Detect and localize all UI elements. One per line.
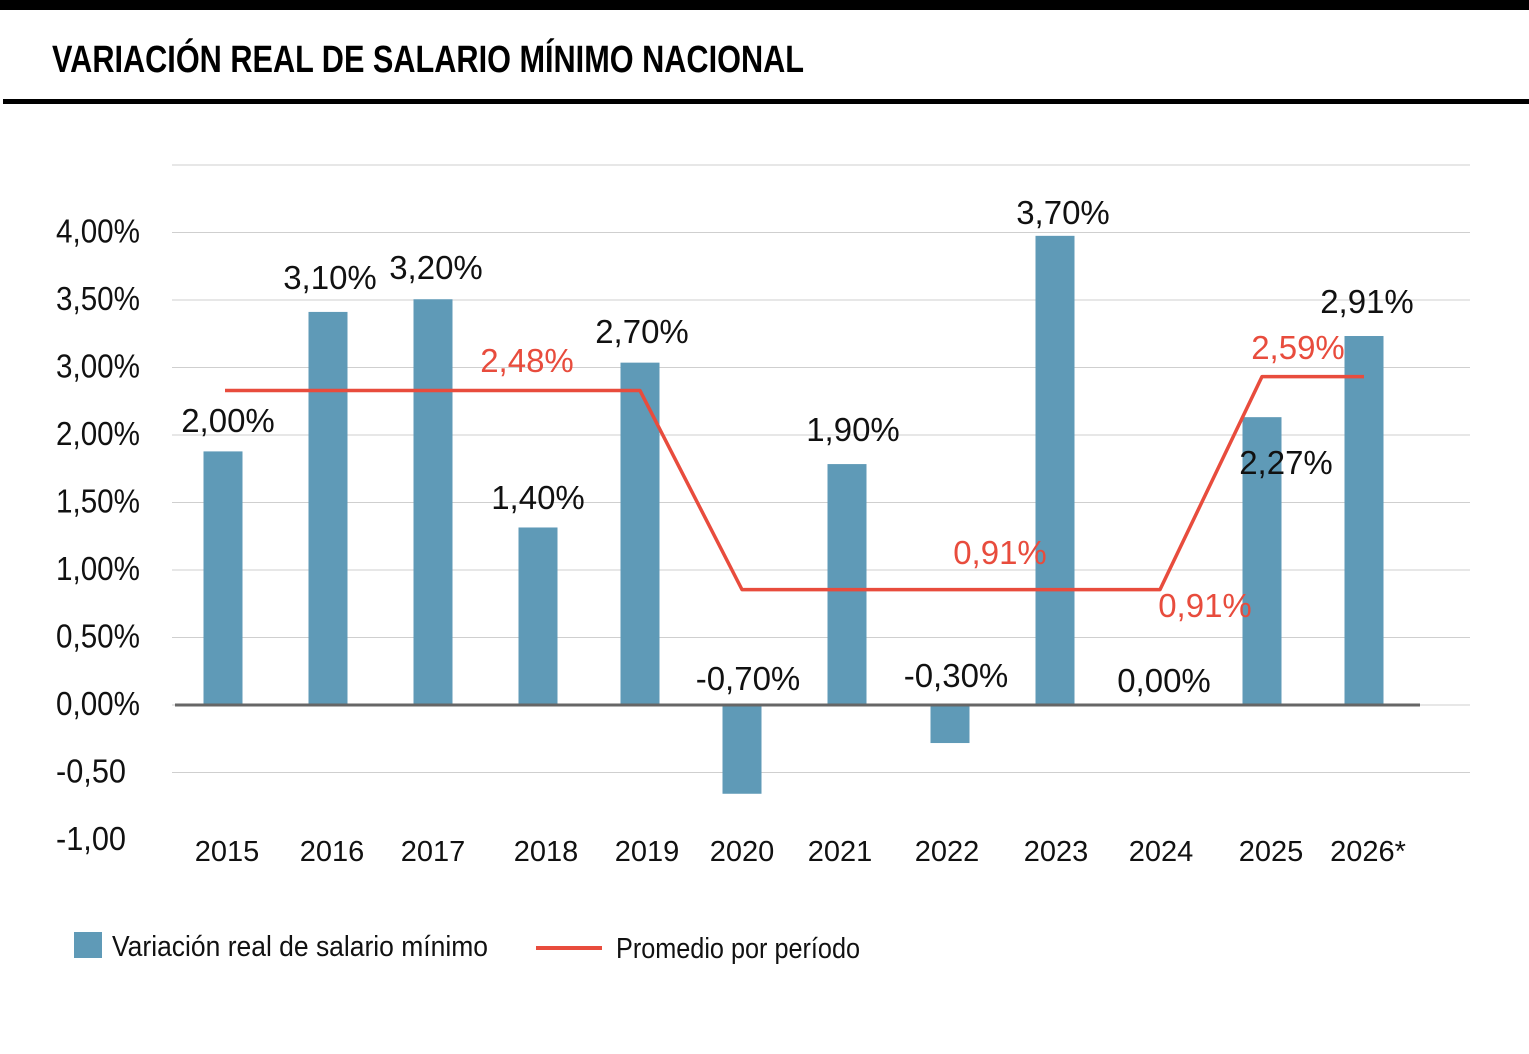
- x-tick-label: 2015: [195, 836, 260, 868]
- average-line: [225, 374, 1364, 592]
- x-tick-label: 2016: [300, 836, 365, 868]
- data-labels: 2,00% 3,10% 3,20% 1,40% 2,70% -0,70% 1,90% -0,3…: [181, 194, 1414, 699]
- y-tick-label: 3,50%: [56, 280, 140, 317]
- bar-2022: [930, 705, 970, 744]
- bar-2020: [722, 705, 762, 794]
- y-tick-label: -1,00: [56, 820, 126, 857]
- bar-value-label: 2,00%: [181, 402, 275, 439]
- y-tick-label: 1,00%: [56, 550, 140, 587]
- bar-value-label: 1,40%: [491, 479, 585, 516]
- y-tick-label: 0,00%: [56, 685, 140, 722]
- average-value-label: 2,48%: [480, 342, 574, 379]
- bar-value-label: 0,00%: [1117, 662, 1211, 699]
- title-rule: [3, 99, 1529, 104]
- bar-2017: [413, 299, 453, 705]
- average-value-label: 0,91%: [953, 534, 1047, 571]
- bar-2021: [827, 464, 867, 705]
- bar-2015: [203, 451, 243, 705]
- y-tick-label: 3,00%: [56, 348, 140, 385]
- bar-2016: [308, 311, 348, 705]
- y-tick-label: -0,50: [56, 753, 126, 790]
- bar-2023: [1035, 235, 1075, 705]
- x-tick-label: 2022: [915, 836, 980, 868]
- x-axis-ticks: 2015 2016 2017 2018 2019 2020 2021 2022 2023 2024…: [195, 836, 1406, 868]
- x-tick-label: 2021: [808, 836, 873, 868]
- y-tick-label: 1,50%: [56, 483, 140, 520]
- top-rule: [0, 0, 1529, 10]
- bars: [203, 235, 1384, 794]
- x-tick-label: 2025: [1239, 836, 1304, 868]
- chart-title: VARIACIÓN REAL DE SALARIO MÍNIMO NACIONA…: [52, 37, 804, 81]
- legend-label-line: Promedio por período: [616, 933, 860, 965]
- bar-value-label: 2,70%: [595, 313, 689, 350]
- legend-swatch-bars: [74, 932, 102, 958]
- bar-value-label: 3,70%: [1016, 194, 1110, 231]
- y-axis-ticks: 4,00% 3,50% 3,00% 2,00% 1,50% 1,00% 0,50% 0,00%…: [56, 213, 140, 858]
- bar-value-label: -0,70%: [696, 660, 801, 697]
- x-tick-label: 2026*: [1330, 836, 1406, 868]
- bar-value-label: 3,10%: [283, 259, 377, 296]
- x-tick-label: 2020: [710, 836, 775, 868]
- bar-value-label: 2,91%: [1320, 283, 1414, 320]
- x-tick-label: 2023: [1024, 836, 1089, 868]
- bar-2018: [518, 527, 558, 705]
- y-tick-label: 2,00%: [56, 415, 140, 452]
- average-value-label: 2,59%: [1251, 329, 1345, 366]
- x-tick-label: 2017: [401, 836, 466, 868]
- average-value-label: 0,91%: [1158, 587, 1252, 624]
- y-tick-label: 4,00%: [56, 213, 140, 250]
- bar-2025: [1242, 417, 1282, 705]
- bar-value-label: -0,30%: [904, 657, 1009, 694]
- bar-2026*: [1344, 336, 1384, 705]
- bar-value-label: 2,27%: [1239, 444, 1333, 481]
- legend-label-bars: Variación real de salario mínimo: [112, 931, 488, 963]
- bar-value-label: 3,20%: [389, 249, 483, 286]
- bar-value-label: 1,90%: [806, 411, 900, 448]
- x-tick-label: 2019: [615, 836, 680, 868]
- x-tick-label: 2018: [514, 836, 579, 868]
- legend: Variación real de salario mínimo Promedi…: [74, 931, 860, 965]
- average-line-path: [225, 374, 1364, 592]
- y-tick-label: 0,50%: [56, 618, 140, 655]
- x-tick-label: 2024: [1129, 836, 1194, 868]
